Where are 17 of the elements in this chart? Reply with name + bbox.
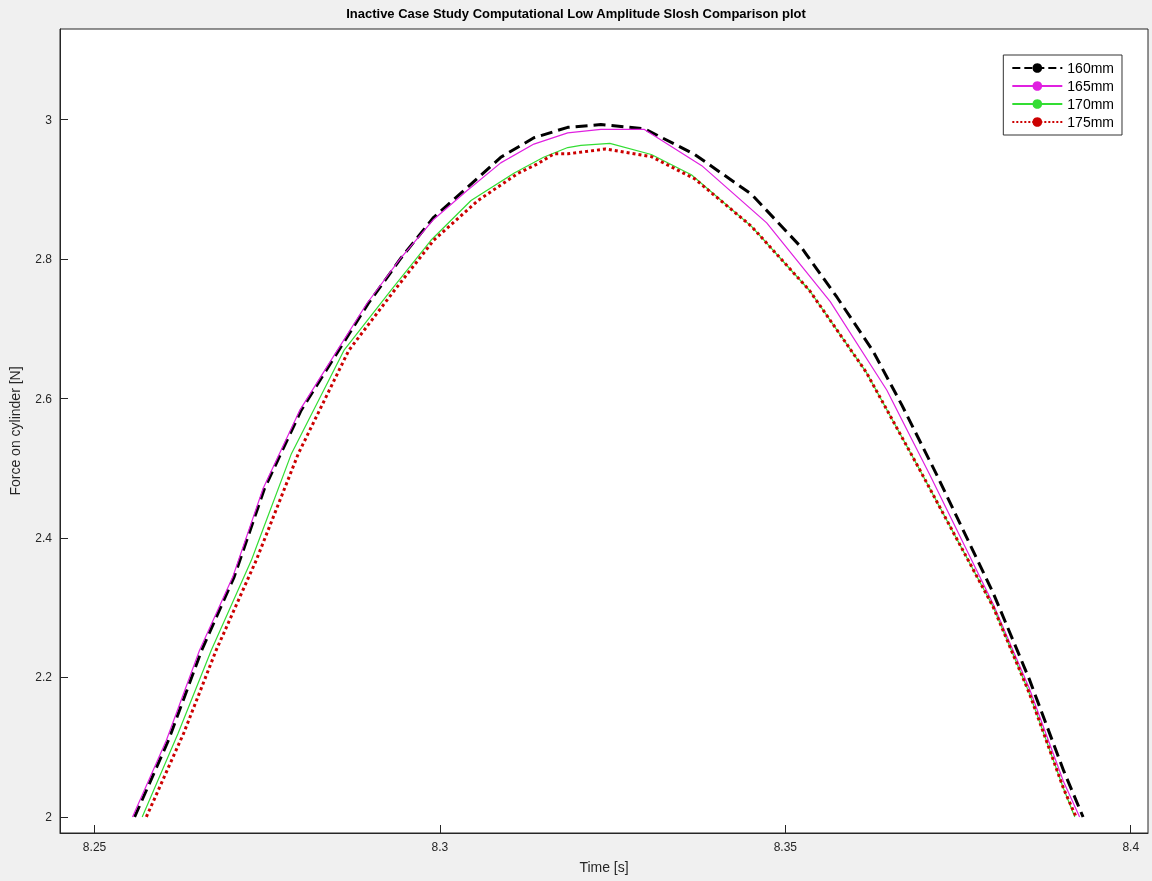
y-tick-label: 2.2 bbox=[35, 670, 53, 685]
y-axis-title: Force on cylinder [N] bbox=[7, 366, 23, 496]
x-axis-title: Time [s] bbox=[579, 859, 629, 875]
x-tick-label: 8.35 bbox=[773, 840, 798, 854]
chart-title: Inactive Case Study Computational Low Amplitude Slosh Comparison plot bbox=[346, 6, 807, 21]
legend-label: 165mm bbox=[1067, 78, 1114, 94]
y-tick-label: 2 bbox=[45, 809, 53, 824]
x-tick-label: 8.3 bbox=[431, 840, 449, 854]
legend-label: 170mm bbox=[1067, 96, 1114, 112]
x-tick-label: 8.4 bbox=[1122, 840, 1140, 854]
y-tick-label: 2.4 bbox=[35, 531, 53, 546]
legend-label: 175mm bbox=[1067, 114, 1114, 130]
y-tick-label: 3 bbox=[45, 112, 53, 127]
y-tick-label: 2.6 bbox=[35, 391, 53, 406]
x-tick-label: 8.25 bbox=[82, 840, 107, 854]
legend-label: 160mm bbox=[1067, 60, 1114, 76]
y-tick-label: 2.8 bbox=[35, 252, 53, 267]
